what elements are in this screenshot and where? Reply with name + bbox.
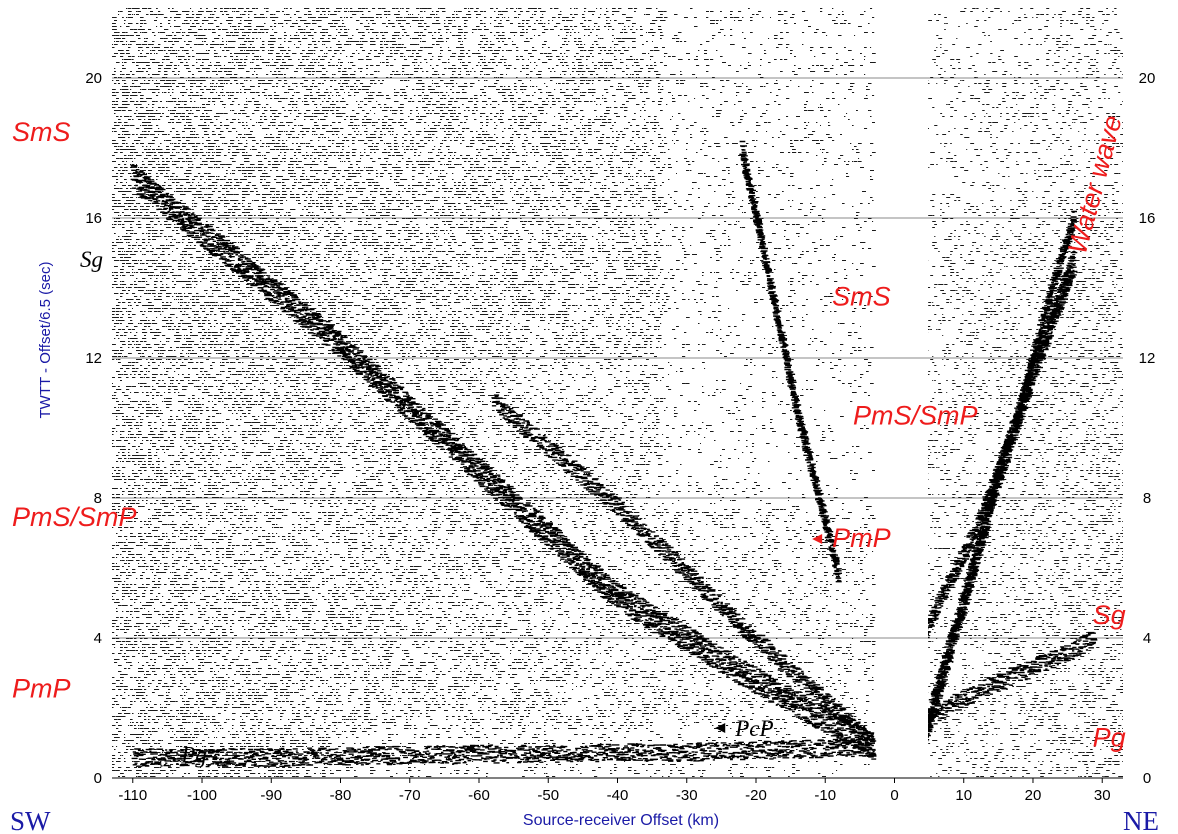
trace-noise (112, 8, 876, 777)
x-tick-label: -80 (330, 787, 352, 804)
y-tick-label-left: 20 (85, 70, 102, 87)
y-tick-label-left: 8 (94, 490, 102, 507)
phase-label-sms: SmS (12, 117, 71, 147)
y-tick-label-right: 0 (1143, 770, 1151, 787)
axes: -110 -100 -90 -80 -70 -60 -50 -40 -30 -20 -10 0 10 20… (85, 70, 1155, 804)
y-tick-label-right: 4 (1143, 630, 1151, 647)
x-tick-label: -90 (260, 787, 282, 804)
trace-noise (928, 8, 1123, 777)
seismic-traces-northeast (928, 8, 1123, 777)
y-tick-label-left: 4 (94, 630, 102, 647)
y-tick-label-right: 8 (1143, 490, 1151, 507)
phase-label-pmp: PmP (832, 523, 891, 553)
y-tick-label-left: 16 (85, 210, 102, 227)
event-pms-smp-sw (491, 394, 877, 750)
y-tick-label-left: 12 (85, 350, 102, 367)
x-tick-label: -20 (745, 787, 767, 804)
x-tick-label: -60 (468, 787, 490, 804)
x-tick-label: -40 (607, 787, 629, 804)
x-tick-label: 30 (1094, 787, 1111, 804)
y-tick-label-right: 16 (1139, 210, 1156, 227)
x-tick-label: 10 (955, 787, 972, 804)
phase-label-pg: Pg (1093, 723, 1126, 753)
x-tick-label: 0 (890, 787, 898, 804)
event-pg-sw (131, 738, 877, 768)
phase-label-pcp: PcP (734, 716, 773, 741)
phase-label-water-wave: Water wave (1062, 112, 1128, 257)
y-axis-title: TWTT - Offset/6.5 (sec) (37, 262, 54, 419)
seismic-events-northeast (928, 210, 1098, 742)
phase-label-pg: Pg (180, 742, 207, 767)
y-tick-label-left: 0 (94, 770, 102, 787)
arrow-icon (715, 723, 726, 733)
event-sg-ne (928, 210, 1078, 639)
x-tick-label: -70 (399, 787, 421, 804)
x-tick-label: -110 (118, 787, 147, 804)
x-tick-label: -50 (537, 787, 559, 804)
event-water-wave-ne (928, 250, 1078, 742)
phase-label-pmp: PmP (12, 674, 71, 704)
x-axis-title: Source-receiver Offset (km) (523, 812, 719, 829)
arrow-icon (812, 534, 823, 544)
phase-label-pms-smp: PmS/SmP (12, 502, 137, 532)
y-tick-label-right: 12 (1139, 350, 1156, 367)
phase-label-sg: Sg (80, 247, 103, 272)
seismic-traces-southwest (112, 8, 876, 777)
event-pmp-sw (130, 165, 877, 760)
phase-label-pms-smp: PmS/SmP (853, 401, 978, 431)
x-tick-label: -30 (676, 787, 698, 804)
seismic-events-southwest (130, 140, 877, 768)
x-tick-label: -10 (814, 787, 836, 804)
direction-southwest: SW (10, 806, 51, 834)
x-tick-label: 20 (1025, 787, 1042, 804)
phase-label-sg: Sg (1093, 600, 1126, 630)
phase-label-sms: SmS (832, 282, 891, 312)
event-sms-sw (739, 140, 842, 583)
y-tick-label-right: 20 (1139, 70, 1156, 87)
direction-northeast: NE (1123, 806, 1159, 834)
x-tick-label: -100 (187, 787, 217, 804)
event-pg-ne (928, 631, 1098, 727)
